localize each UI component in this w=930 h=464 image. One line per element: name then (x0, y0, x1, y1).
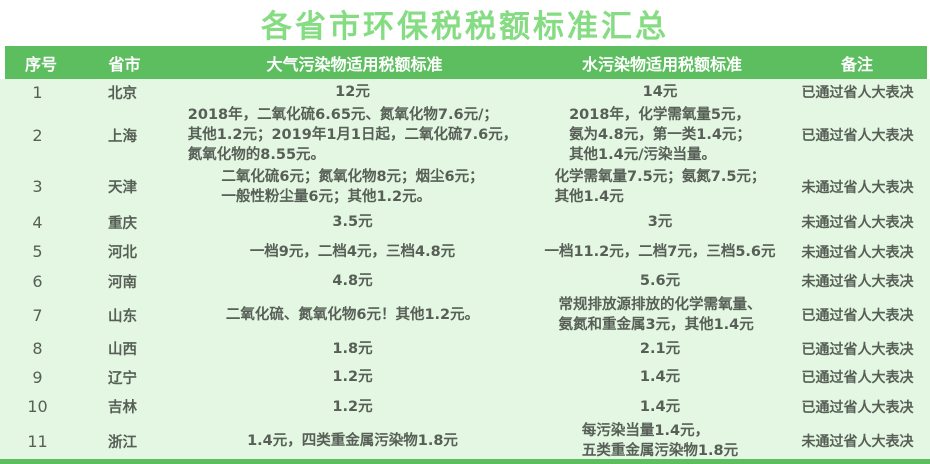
cell-remark: 已通过省人大表决 (801, 128, 914, 144)
cell-water-standard: 2.1元 (535, 339, 785, 359)
cell-water-standard: 化学需氧量7.5元；氨氮7.5元； 其他1.4元 (535, 167, 785, 207)
table-header-row: 序号 省市 大气污染物适用税额标准 水污染物适用税额标准 备注 (5, 46, 927, 79)
table-row: 9 辽宁 1.2元 1.4元 已通过省人大表决 (0, 362, 930, 392)
cell-text: 1.2元 (332, 398, 373, 415)
cell-province: 天津 (108, 180, 137, 196)
table-row: 11 浙江 1.4元，四类重金属污染物1.8元 每污染当量1.4元， 五类重金属… (0, 421, 930, 459)
cell-air-standard: 4.8元 (170, 271, 535, 291)
cell-province: 河北 (108, 245, 137, 261)
cell-text: 5.6元 (639, 273, 681, 289)
cell-remark: 已通过省人大表决 (801, 370, 914, 386)
col-header-province: 省市 (108, 54, 141, 74)
cell-province: 浙江 (108, 434, 137, 451)
cell-serial: 7 (32, 305, 43, 325)
cell-text: 2.1元 (639, 340, 681, 357)
cell-air-standard: 二氧化硫6元；氮氧化物8元；烟尘6元； 一般性粉尘量6元；其他1.2元。 (170, 167, 535, 207)
cell-text: 2018年，化学需氧量5元， 氨为4.8元，第一类1.4元； 其他1.4元/污染… (569, 107, 751, 163)
cell-water-standard: 常规排放源排放的化学需氧量、 氨氮和重金属3元，其他1.4元 (535, 295, 785, 335)
cell-water-standard: 3元 (535, 212, 785, 232)
cell-air-standard: 1.8元 (170, 339, 535, 359)
cell-water-standard: 14元 (535, 82, 785, 102)
cell-remark: 已通过省人大表决 (801, 85, 914, 101)
cell-air-standard: 2018年，二氧化硫6.65元、氮氧化物7.6元/； 其他1.2元；2019年1… (170, 105, 535, 165)
cell-province: 辽宁 (108, 370, 137, 387)
title-bar: 各省市环保税税额标准汇总 (0, 0, 930, 46)
col-header-remark: 备注 (840, 54, 873, 74)
table-row: 1 北京 12元 14元 已通过省人大表决 (0, 79, 930, 105)
table-row: 4 重庆 3.5元 3元 未通过省人大表决 (0, 208, 930, 236)
cell-remark: 已通过省人大表决 (801, 399, 914, 416)
cell-water-standard: 1.4元 (535, 367, 785, 387)
cell-serial: 11 (27, 431, 48, 451)
cell-text: 1.8元 (332, 340, 373, 357)
cell-text: 1.4元 (639, 369, 681, 385)
table-row: 2 上海 2018年，二氧化硫6.65元、氮氧化物7.6元/； 其他1.2元；2… (0, 105, 930, 165)
cell-air-standard: 3.5元 (170, 212, 535, 232)
cell-text: 每污染当量1.4元， 五类重金属污染物1.8元 (581, 423, 739, 459)
page-title: 各省市环保税税额标准汇总 (261, 8, 669, 45)
cell-remark: 已通过省人大表决 (801, 308, 914, 324)
bottom-divider (0, 459, 930, 464)
cell-air-standard: 1.4元，四类重金属污染物1.8元 (170, 431, 535, 451)
cell-text: 3.5元 (332, 214, 373, 230)
cell-remark: 未通过省人大表决 (801, 434, 914, 450)
cell-air-standard: 1.2元 (170, 367, 535, 387)
col-header-serial: 序号 (24, 54, 57, 74)
cell-serial: 5 (32, 242, 43, 261)
cell-text: 一档9元，二档4元，三档4.8元 (249, 243, 456, 260)
cell-province: 山东 (108, 308, 137, 325)
cell-serial: 10 (27, 397, 48, 416)
cell-province: 山西 (108, 342, 137, 358)
cell-text: 常规排放源排放的化学需氧量、 氨氮和重金属3元，其他1.4元 (558, 297, 762, 333)
table-row: 6 河南 4.8元 5.6元 未通过省人大表决 (0, 267, 930, 295)
cell-water-standard: 2018年，化学需氧量5元， 氨为4.8元，第一类1.4元； 其他1.4元/污染… (535, 105, 785, 165)
cell-text: 4.8元 (332, 273, 373, 289)
cell-air-standard: 一档9元，二档4元，三档4.8元 (170, 242, 535, 262)
cell-text: 1.2元 (332, 369, 373, 385)
cell-remark: 未通过省人大表决 (801, 274, 914, 290)
cell-text: 3元 (647, 214, 673, 230)
cell-text: 二氧化硫、氮氧化物6元！其他1.2元。 (225, 307, 480, 323)
table-row: 5 河北 一档9元，二档4元，三档4.8元 一档11.2元，二档7元，三档5.6… (0, 236, 930, 267)
cell-water-standard: 每污染当量1.4元， 五类重金属污染物1.8元 (535, 421, 785, 461)
col-header-water-standard: 水污染物适用税额标准 (581, 54, 742, 74)
cell-serial: 4 (32, 212, 43, 232)
cell-text: 12元 (335, 84, 370, 100)
cell-province: 河南 (108, 274, 137, 291)
cell-province: 北京 (108, 85, 137, 102)
cell-province: 上海 (108, 128, 137, 145)
cell-text: 2018年，二氧化硫6.65元、氮氧化物7.6元/； 其他1.2元；2019年1… (187, 107, 518, 163)
cell-serial: 2 (32, 125, 43, 145)
table-row: 10 吉林 1.2元 1.4元 已通过省人大表决 (0, 392, 930, 421)
cell-remark: 未通过省人大表决 (801, 244, 914, 261)
cell-air-standard: 12元 (170, 82, 535, 102)
cell-water-standard: 1.4元 (535, 397, 785, 417)
table-row: 7 山东 二氧化硫、氮氧化物6元！其他1.2元。 常规排放源排放的化学需氧量、 … (0, 295, 930, 335)
cell-air-standard: 1.2元 (170, 397, 535, 417)
cell-province: 重庆 (108, 215, 137, 232)
table-row: 3 天津 二氧化硫6元；氮氧化物8元；烟尘6元； 一般性粉尘量6元；其他1.2元… (0, 165, 930, 208)
col-header-air-standard: 大气污染物适用税额标准 (266, 54, 443, 74)
cell-text: 1.4元 (639, 398, 681, 415)
cell-air-standard: 二氧化硫、氮氧化物6元！其他1.2元。 (170, 305, 535, 325)
cell-province: 吉林 (108, 400, 137, 416)
cell-serial: 8 (32, 339, 43, 358)
cell-serial: 9 (32, 367, 43, 387)
cell-remark: 未通过省人大表决 (801, 215, 914, 231)
cell-serial: 6 (32, 271, 43, 291)
cell-serial: 3 (32, 177, 43, 196)
cell-water-standard: 一档11.2元，二档7元，三档5.6元 (535, 242, 785, 262)
cell-text: 化学需氧量7.5元；氨氮7.5元； 其他1.4元 (554, 168, 766, 205)
cell-text: 1.4元，四类重金属污染物1.8元 (247, 433, 458, 449)
cell-remark: 已通过省人大表决 (801, 341, 914, 358)
cell-text: 一档11.2元，二档7元，三档5.6元 (544, 243, 776, 260)
cell-text: 14元 (642, 84, 678, 100)
cell-serial: 1 (32, 82, 43, 102)
table-row: 8 山西 1.8元 2.1元 已通过省人大表决 (0, 335, 930, 362)
cell-text: 二氧化硫6元；氮氧化物8元；烟尘6元； 一般性粉尘量6元；其他1.2元。 (221, 168, 484, 205)
cell-remark: 未通过省人大表决 (801, 179, 914, 196)
cell-water-standard: 5.6元 (535, 271, 785, 291)
table-body: 1 北京 12元 14元 已通过省人大表决 2 上海 2018年，二氧化硫6.6… (0, 79, 930, 459)
